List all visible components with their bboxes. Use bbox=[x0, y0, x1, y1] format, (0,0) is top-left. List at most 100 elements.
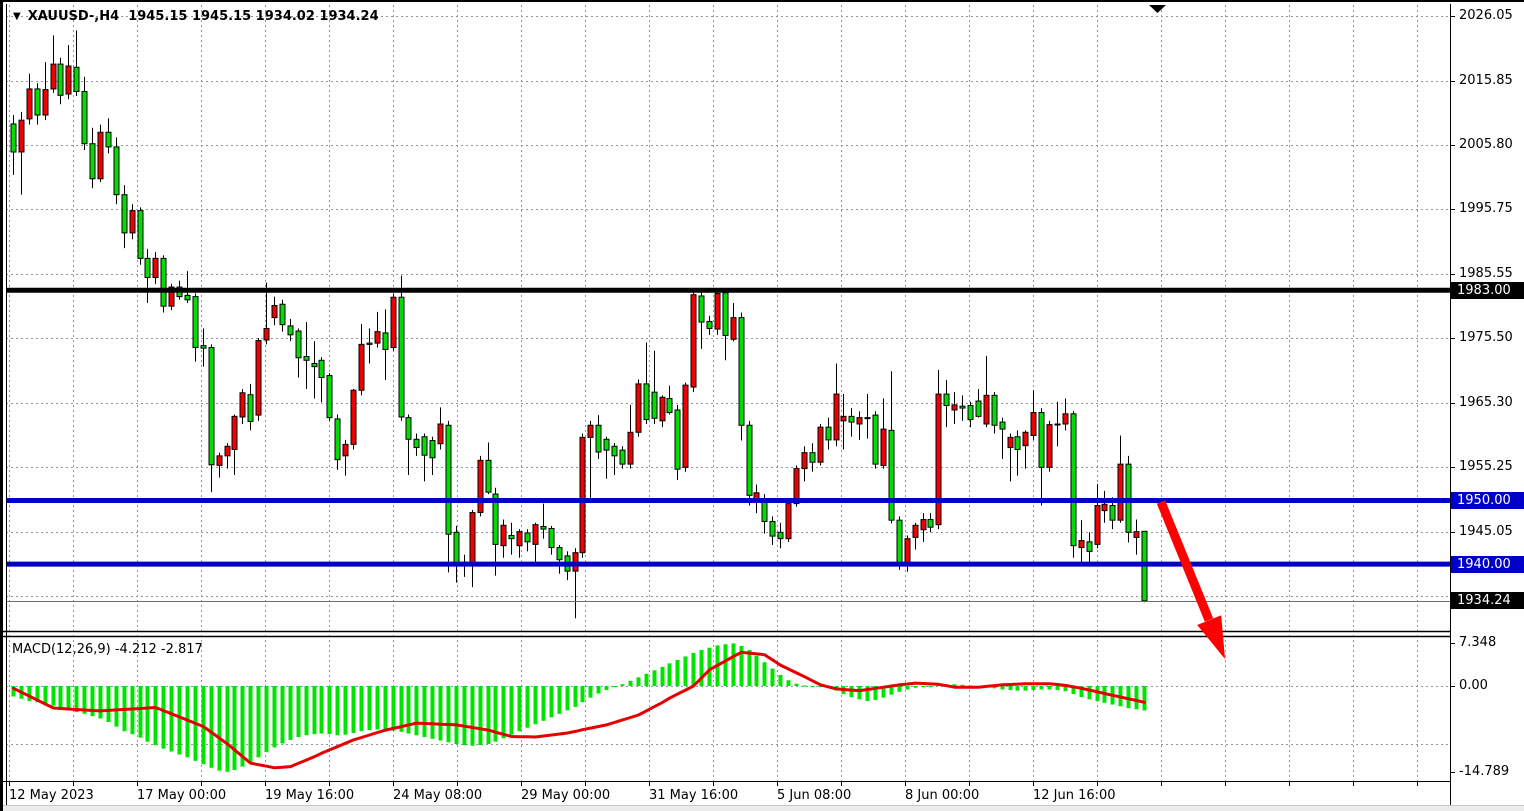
macd-bar bbox=[430, 686, 435, 739]
bull-candle bbox=[951, 404, 958, 411]
symbol-dropdown-icon[interactable]: ▼ bbox=[13, 10, 21, 22]
macd-bar bbox=[667, 663, 672, 686]
bear-candle bbox=[137, 210, 144, 259]
bull-candle bbox=[477, 459, 484, 514]
bull-candle bbox=[65, 65, 72, 95]
bull-candle bbox=[912, 524, 919, 538]
bear-candle bbox=[73, 66, 80, 92]
macd-bar bbox=[145, 686, 150, 742]
macd-bar bbox=[232, 686, 237, 771]
bull-candle bbox=[224, 445, 231, 457]
bear-candle bbox=[326, 375, 333, 419]
bull-candle bbox=[216, 455, 223, 466]
macd-bar bbox=[375, 686, 380, 730]
macd-bar bbox=[1047, 686, 1052, 690]
bull-candle bbox=[50, 63, 57, 90]
bear-candle bbox=[896, 519, 903, 565]
bear-candle bbox=[279, 303, 286, 326]
bull-candle bbox=[342, 443, 349, 457]
bull-candle bbox=[801, 452, 808, 470]
bear-candle bbox=[311, 362, 318, 368]
macd-bar bbox=[106, 686, 111, 722]
bear-candle bbox=[492, 493, 499, 545]
chart-title-overlay: ▼ XAUUSD-,H4 1945.15 1945.15 1934.02 1934… bbox=[13, 9, 379, 24]
bear-candle bbox=[303, 355, 310, 361]
macd-bar bbox=[288, 686, 293, 740]
bear-candle bbox=[698, 295, 705, 323]
macd-histogram bbox=[11, 643, 1147, 772]
bear-candle bbox=[429, 440, 436, 459]
macd-bar bbox=[177, 686, 182, 755]
time-tick-label: 12 Jun 16:00 bbox=[1033, 788, 1116, 803]
macd-bar bbox=[264, 686, 269, 753]
macd-bar bbox=[652, 670, 657, 686]
time-tick-label: 19 May 16:00 bbox=[265, 788, 355, 803]
bear-candle bbox=[113, 146, 120, 196]
macd-bar bbox=[612, 686, 617, 688]
price-level-badge: 1940.00 bbox=[1451, 555, 1524, 573]
bear-candle bbox=[556, 547, 563, 561]
price-tick-label: 2026.05 bbox=[1459, 8, 1513, 23]
macd-bar bbox=[580, 686, 585, 703]
bear-candle bbox=[366, 342, 373, 345]
macd-bar bbox=[620, 684, 625, 686]
macd-bar bbox=[1134, 686, 1139, 710]
bull-candle bbox=[627, 431, 634, 465]
bear-candle bbox=[927, 519, 934, 528]
bull-candle bbox=[18, 119, 25, 153]
bear-candle bbox=[89, 143, 96, 180]
macd-bar bbox=[11, 686, 16, 697]
macd-bar bbox=[248, 686, 253, 763]
macd-bar bbox=[1031, 686, 1036, 691]
macd-bar bbox=[66, 686, 71, 711]
macd-bar bbox=[35, 686, 40, 703]
bear-candle bbox=[651, 391, 658, 419]
macd-bar bbox=[565, 686, 570, 711]
bear-candle bbox=[144, 257, 151, 278]
chart-shift-marker-icon[interactable] bbox=[1149, 5, 1166, 13]
macd-bar bbox=[865, 686, 870, 702]
macd-bar bbox=[161, 686, 166, 749]
bull-candle bbox=[880, 428, 887, 466]
bear-candle bbox=[105, 131, 112, 148]
bull-candle bbox=[390, 296, 397, 349]
macd-bar bbox=[802, 685, 807, 687]
macd-bar bbox=[881, 686, 886, 698]
macd-bar bbox=[51, 686, 56, 706]
macd-bar bbox=[319, 686, 324, 734]
bull-candle bbox=[239, 392, 246, 418]
price-level-badge: 1934.24 bbox=[1451, 592, 1524, 610]
macd-tick-label: -14.789 bbox=[1459, 763, 1510, 779]
price-tick-label: 1975.50 bbox=[1459, 330, 1513, 345]
bear-candle bbox=[1014, 436, 1021, 450]
bull-candle bbox=[1101, 503, 1108, 512]
bear-candle bbox=[405, 417, 412, 440]
price-tick-label: 2005.80 bbox=[1459, 136, 1513, 152]
price-level-badge: 1950.00 bbox=[1451, 491, 1524, 509]
bull-candle bbox=[374, 331, 381, 344]
macd-bar bbox=[391, 686, 396, 731]
bull-candle bbox=[682, 384, 689, 468]
bear-candle bbox=[1070, 413, 1077, 547]
bear-candle bbox=[247, 394, 254, 422]
macd-bar bbox=[628, 680, 633, 686]
bear-candle bbox=[508, 534, 515, 540]
bear-candle bbox=[959, 405, 966, 409]
macd-bar bbox=[1015, 686, 1020, 691]
macd-bar bbox=[256, 686, 261, 758]
bull-candle bbox=[793, 468, 800, 505]
bull-candle bbox=[97, 131, 104, 180]
macd-bar bbox=[905, 686, 910, 690]
bear-candle bbox=[57, 63, 64, 96]
trend-arrow[interactable] bbox=[1156, 500, 1225, 659]
bear-candle bbox=[524, 532, 531, 543]
chart-canvas[interactable] bbox=[3, 2, 1524, 811]
price-level-badge: 1983.00 bbox=[1451, 281, 1524, 299]
macd-bar bbox=[138, 686, 143, 738]
bull-candle bbox=[152, 257, 159, 278]
macd-bar bbox=[493, 686, 498, 742]
bull-candle bbox=[358, 343, 365, 391]
macd-bar bbox=[296, 686, 301, 738]
macd-bar bbox=[98, 686, 103, 719]
macd-bar bbox=[470, 686, 475, 746]
